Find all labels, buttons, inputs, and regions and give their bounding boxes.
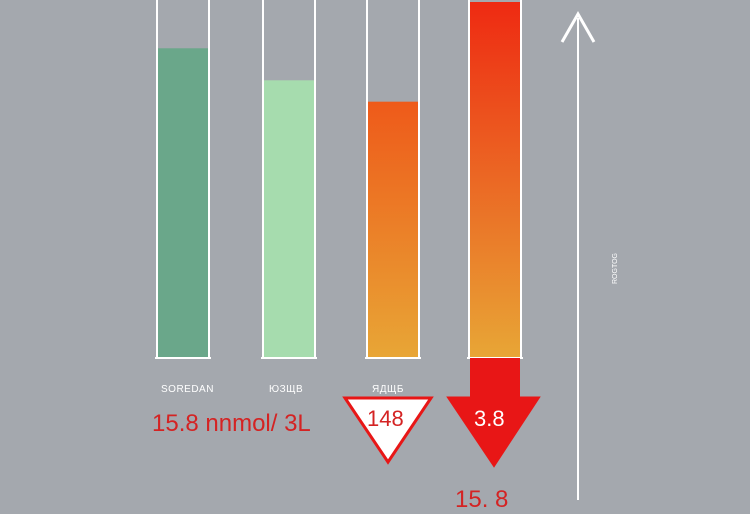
annotation-bottom-value: 15. 8 <box>455 486 509 513</box>
annotation-main-value: 15.8 nnmol/ 3L <box>152 410 311 437</box>
annotation-marker-1: 148 <box>367 406 404 431</box>
category-label-3: ЯДЩБ <box>372 384 404 395</box>
annotation-marker-2: 3.8 <box>474 406 505 431</box>
bar-2 <box>264 80 314 358</box>
bar-1 <box>158 48 208 358</box>
category-label-2: ЮЗЩВ <box>269 384 304 395</box>
bar-3 <box>368 101 418 359</box>
down-triangle-marker-1 <box>342 396 434 465</box>
down-triangle-marker-2 <box>446 396 541 468</box>
y-axis-arrow-icon <box>560 10 596 43</box>
category-label-1: SOREDAN <box>161 384 214 395</box>
bar-4-stem <box>470 358 520 400</box>
y-axis-label: ROGTOG <box>612 253 619 284</box>
chart-canvas <box>155 0 596 500</box>
bar-4 <box>470 2 520 358</box>
